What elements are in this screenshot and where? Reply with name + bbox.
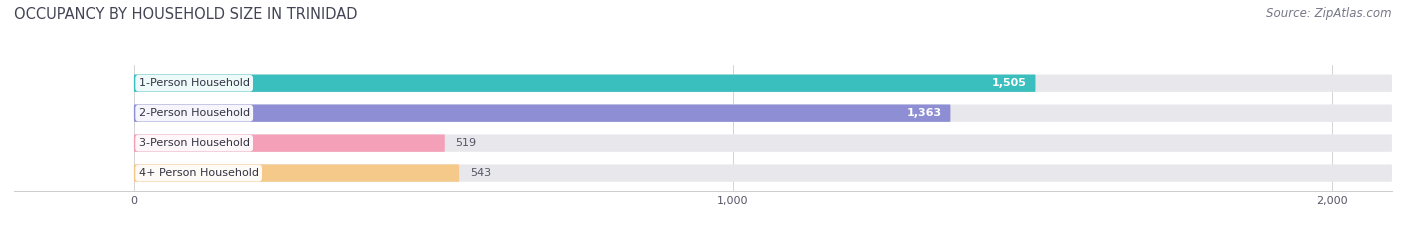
Text: 2-Person Household: 2-Person Household [139, 108, 250, 118]
FancyBboxPatch shape [134, 134, 444, 152]
FancyBboxPatch shape [134, 164, 1392, 182]
Text: 1,505: 1,505 [991, 78, 1026, 88]
FancyBboxPatch shape [134, 75, 1392, 92]
Text: 3-Person Household: 3-Person Household [139, 138, 250, 148]
Text: Source: ZipAtlas.com: Source: ZipAtlas.com [1267, 7, 1392, 20]
Text: 1,363: 1,363 [907, 108, 942, 118]
FancyBboxPatch shape [134, 104, 950, 122]
FancyBboxPatch shape [134, 75, 1035, 92]
Text: 519: 519 [456, 138, 477, 148]
Text: OCCUPANCY BY HOUSEHOLD SIZE IN TRINIDAD: OCCUPANCY BY HOUSEHOLD SIZE IN TRINIDAD [14, 7, 357, 22]
Text: 1-Person Household: 1-Person Household [139, 78, 250, 88]
FancyBboxPatch shape [134, 134, 1392, 152]
FancyBboxPatch shape [134, 104, 1392, 122]
Text: 4+ Person Household: 4+ Person Household [139, 168, 259, 178]
Text: 543: 543 [470, 168, 491, 178]
FancyBboxPatch shape [134, 164, 460, 182]
